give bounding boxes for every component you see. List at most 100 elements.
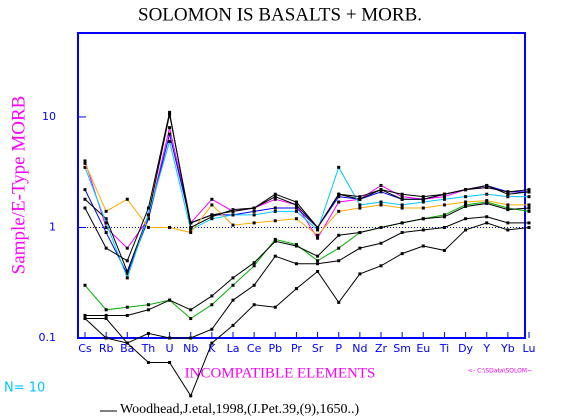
data-point [104, 336, 108, 340]
data-point [485, 215, 489, 219]
x-tick-label: Y [482, 342, 490, 355]
data-point [104, 246, 108, 250]
data-point [316, 236, 320, 240]
y-tick-label: 10 [42, 110, 56, 123]
data-point [400, 203, 404, 207]
data-point [273, 305, 277, 309]
data-point [231, 209, 235, 213]
x-tick-label: Ti [439, 342, 449, 355]
data-point [421, 206, 425, 210]
data-point [189, 308, 193, 312]
data-point [125, 197, 129, 201]
data-point [210, 203, 214, 207]
x-tick-label: Eu [416, 342, 430, 355]
data-point [464, 188, 468, 192]
data-point [231, 298, 235, 302]
data-point [464, 204, 468, 208]
data-point [83, 197, 87, 201]
x-tick-label: Pb [268, 342, 282, 355]
data-point [146, 213, 150, 217]
data-point [379, 241, 383, 245]
x-tick-label: Zr [375, 342, 388, 355]
data-point [273, 254, 277, 258]
series-line [84, 222, 530, 397]
data-point [146, 225, 150, 229]
data-point [485, 183, 489, 187]
data-point [464, 195, 468, 199]
x-tick-label: U [166, 342, 174, 355]
data-point [358, 203, 362, 207]
data-point [379, 183, 383, 187]
data-point [273, 237, 277, 241]
data-point [506, 221, 510, 225]
data-point [506, 228, 510, 232]
data-point [83, 165, 87, 169]
data-point [400, 221, 404, 225]
data-point [189, 394, 193, 398]
source-label: <- C:\SData\SOLOM~ [468, 368, 532, 375]
data-point [168, 126, 172, 130]
data-point [358, 197, 362, 201]
data-point [379, 225, 383, 229]
data-point [316, 269, 320, 273]
data-point [442, 192, 446, 196]
data-point [252, 221, 256, 225]
data-point [146, 303, 150, 307]
x-tick-label: Pr [291, 342, 302, 355]
citation: Woodhead,J.etal,1998,(J.Pet.39,(9),1650.… [120, 402, 360, 417]
data-point [294, 209, 298, 213]
data-point [379, 190, 383, 194]
data-point [231, 223, 235, 227]
data-point [146, 308, 150, 312]
data-point [104, 313, 108, 317]
y-tick-label: 0.1 [39, 331, 57, 344]
y-tick-label: 1 [49, 220, 56, 233]
data-point [506, 206, 510, 210]
data-point [168, 110, 172, 114]
x-tick-label: Dy [458, 342, 473, 355]
data-point [210, 294, 214, 298]
data-point [400, 252, 404, 256]
data-point [506, 203, 510, 207]
data-point [104, 317, 108, 321]
data-point [294, 203, 298, 207]
data-point [168, 139, 172, 143]
data-point [400, 197, 404, 201]
data-point [104, 221, 108, 225]
data-point [358, 231, 362, 235]
data-point [168, 132, 172, 136]
data-point [337, 165, 341, 169]
data-point [210, 215, 214, 219]
data-point [337, 259, 341, 263]
data-point [189, 317, 193, 321]
data-point [252, 213, 256, 217]
data-point [421, 217, 425, 221]
data-point [442, 213, 446, 217]
data-point [273, 192, 277, 196]
data-point [358, 195, 362, 199]
data-point [294, 206, 298, 210]
data-point [527, 225, 531, 229]
data-point [210, 217, 214, 221]
data-point [273, 206, 277, 210]
data-point [379, 264, 383, 268]
x-tick-label: P [335, 342, 342, 355]
data-point [252, 209, 256, 213]
data-point [231, 283, 235, 287]
data-point [210, 327, 214, 331]
data-point [485, 192, 489, 196]
x-axis-label: INCOMPATIBLE ELEMENTS [185, 365, 376, 381]
data-point [464, 228, 468, 232]
data-point [442, 203, 446, 207]
data-point [83, 159, 87, 163]
data-point [527, 188, 531, 192]
data-point [125, 259, 129, 263]
x-tick-label: Sm [393, 342, 411, 355]
data-point [273, 197, 277, 201]
data-point [125, 313, 129, 317]
data-point [104, 225, 108, 229]
data-point [189, 221, 193, 225]
data-point [464, 203, 468, 207]
x-tick-label: Th [141, 342, 156, 355]
